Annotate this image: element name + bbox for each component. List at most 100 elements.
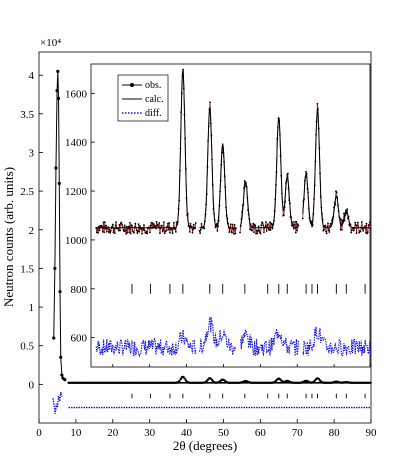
inset-obs-point [232, 228, 235, 230]
inset-obs-point [137, 223, 140, 226]
inset-obs-point [335, 191, 338, 194]
inset-obs-point [364, 225, 367, 227]
inset-obs-point [129, 221, 131, 224]
inset-obs-point [139, 225, 141, 228]
inset-obs-point [209, 101, 211, 104]
inset-obs-point [255, 229, 258, 232]
inset-obs-point [198, 229, 201, 232]
inset-diff-line [95, 329, 197, 358]
inset-obs-point [350, 229, 353, 232]
main-x-ticks: 0 10 20 30 40 50 60 70 80 90 [36, 419, 377, 439]
inset-obs-point [192, 223, 195, 226]
main-obs-point [54, 166, 58, 170]
inset-obs-point [98, 229, 101, 232]
inset-obs-point [188, 230, 191, 233]
inset-obs-point [161, 230, 164, 233]
inset-obs-point [233, 224, 236, 226]
inset-obs-point [260, 224, 263, 227]
inset-obs-point [325, 230, 327, 233]
main-obs-point [53, 266, 57, 271]
inset-obs-point [129, 232, 132, 235]
inset-obs-point [327, 229, 330, 232]
inset-obs-point [168, 222, 171, 224]
inset-obs-point [262, 224, 265, 227]
inset-obs-point [360, 221, 363, 223]
inset-obs-point [301, 217, 304, 220]
strip-obs-point [179, 377, 183, 381]
inset-obs-point [259, 232, 262, 235]
inset-obs-point [125, 225, 128, 228]
legend-diff-label: diff. [145, 108, 162, 119]
inset-obs-point [102, 221, 105, 224]
inset-obs-point [255, 232, 257, 235]
inset-obs-point [328, 231, 331, 233]
inset-obs-point [174, 230, 177, 233]
inset-obs-point [146, 232, 149, 235]
inset-obs-point [231, 223, 234, 226]
inset-y-tick-label: 1400 [65, 137, 88, 149]
inset-calc-line [96, 69, 196, 229]
inset-obs-point [268, 229, 271, 231]
inset-obs-point [133, 231, 135, 234]
inset-obs-point [111, 223, 114, 226]
inset-obs-point [214, 226, 217, 229]
inset-obs-point [134, 222, 137, 225]
y-axis-label: Neutron counts (arb. units) [1, 167, 16, 307]
legend-obs-marker [130, 83, 134, 87]
inset-obs-point [118, 223, 121, 226]
inset-y-tick-label: 1200 [65, 186, 88, 198]
inset-obs-point [97, 225, 100, 228]
inset-obs-point [329, 224, 331, 227]
inset-obs-point [120, 221, 123, 224]
inset-y-tick-label: 800 [71, 284, 88, 296]
inset-obs-point [168, 231, 171, 234]
inset-obs-point [292, 227, 295, 230]
inset-diff-line [198, 316, 237, 355]
strip-obs-point [183, 377, 186, 380]
inset-obs-point [231, 231, 233, 234]
inset-obs-point [234, 232, 237, 235]
inset-obs-point [109, 231, 112, 234]
inset-obs-point [174, 228, 177, 230]
inset-obs-point [199, 228, 202, 231]
inset-obs-point [346, 208, 349, 211]
inset-obs-point [361, 227, 364, 230]
inset-obs-point [311, 225, 313, 228]
x-tick-label: 10 [70, 427, 82, 439]
inset-obs-point [271, 223, 273, 226]
inset-obs-point [362, 229, 365, 232]
inset-obs-point [267, 223, 269, 225]
inset-obs-point [251, 225, 254, 227]
inset-obs-point [350, 231, 353, 234]
main-obs-point [60, 373, 64, 377]
inset-obs-point [131, 224, 133, 227]
inset-y-tick-label: 1000 [65, 235, 88, 247]
inset-diff-line [302, 326, 372, 357]
lower-strip-series [67, 375, 372, 409]
x-tick-label: 40 [181, 427, 193, 439]
inset-obs-point [261, 222, 264, 224]
inset-obs-point [200, 222, 203, 225]
inset-obs-point [341, 228, 343, 231]
main-obs-point [59, 355, 63, 359]
inset-obs-point [251, 229, 253, 232]
inset-obs-point [257, 225, 260, 228]
inset-obs-point [162, 229, 165, 231]
inset-obs-point [343, 212, 345, 215]
inset-obs-point [159, 232, 161, 235]
inset-obs-point [316, 102, 319, 105]
inset-obs-point [252, 222, 255, 225]
inset-obs-point [356, 224, 359, 227]
inset-obs-point [189, 222, 192, 225]
strip-obs-point [178, 379, 181, 383]
inset-obs-point [269, 229, 272, 231]
inset-obs-point [365, 222, 368, 225]
inset-obs-point [190, 225, 193, 228]
inset-obs-point [103, 231, 106, 234]
inset-obs-point [282, 214, 285, 217]
inset-obs-point [109, 230, 112, 232]
inset-obs-point [105, 230, 108, 233]
inset-obs-point [239, 231, 241, 234]
inset-obs-point [99, 224, 102, 227]
inset-obs-point [295, 220, 298, 223]
